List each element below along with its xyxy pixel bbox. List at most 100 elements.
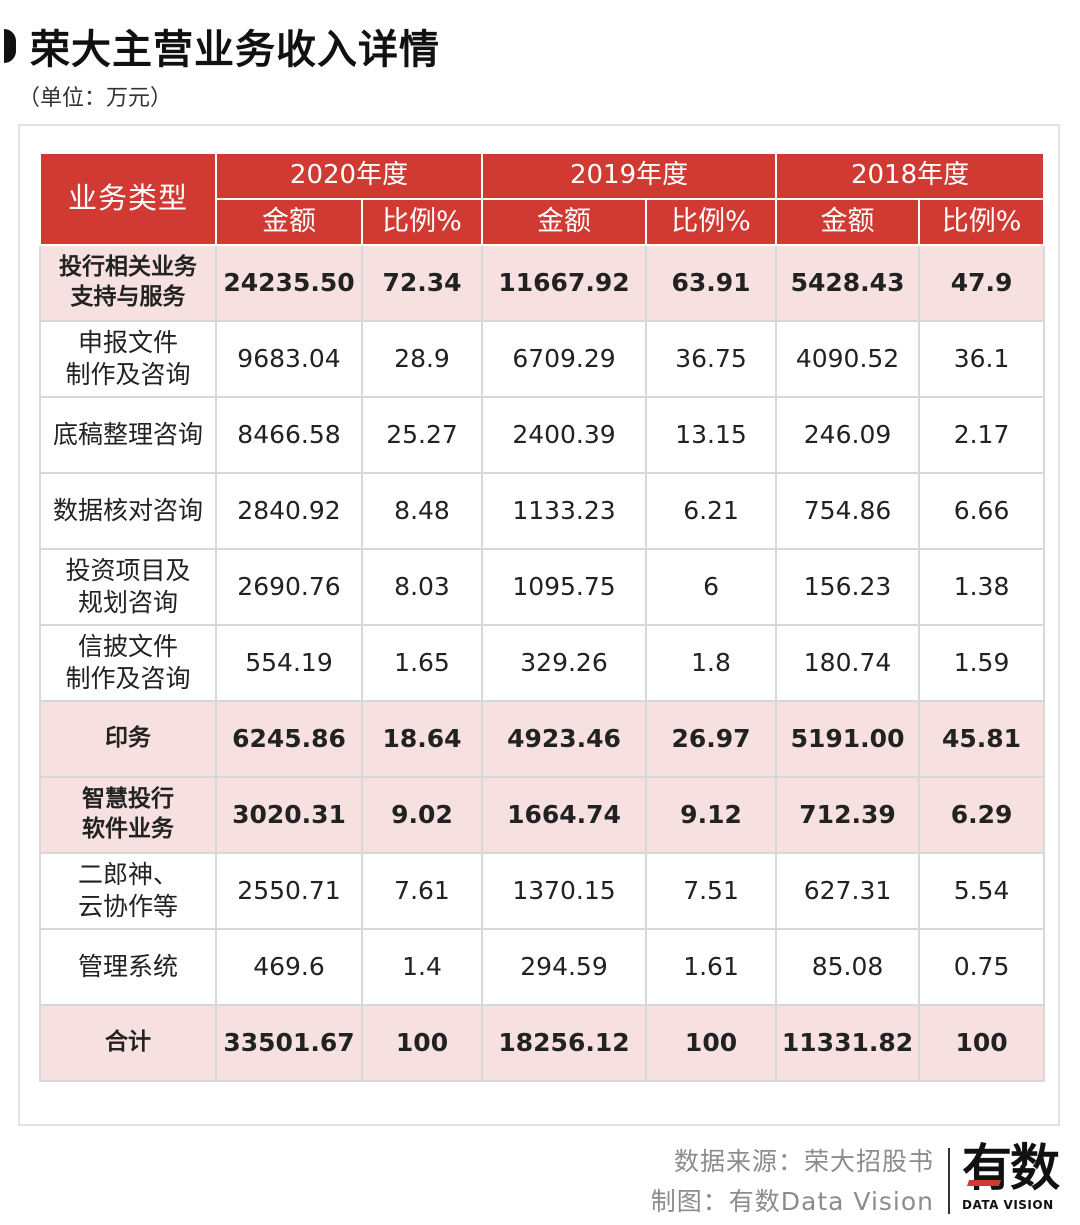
business-type-cell: 申报文件 制作及咨询: [39, 320, 217, 398]
header-year-2018: 2018年度: [775, 152, 1046, 200]
amount-cell: 712.39: [775, 776, 921, 854]
business-type-cell: 二郎神、 云协作等: [39, 852, 217, 930]
ratio-cell: 25.27: [360, 396, 484, 474]
amount-cell: 554.19: [215, 624, 363, 702]
logo-wordmark: 有数: [962, 1139, 1060, 1197]
header-amount: 金额: [775, 198, 921, 246]
amount-cell: 5428.43: [775, 244, 921, 322]
header-amount: 金额: [481, 198, 648, 246]
ratio-cell: 1.8: [645, 624, 778, 702]
amount-cell: 627.31: [775, 852, 921, 930]
header-year-2019: 2019年度: [481, 152, 778, 200]
amount-cell: 156.23: [775, 548, 921, 626]
ratio-cell: 72.34: [360, 244, 484, 322]
ratio-cell: 7.51: [645, 852, 778, 930]
business-type-label: 底稿整理咨询: [52, 419, 203, 449]
table-row: 二郎神、 云协作等 2550.71 7.61 1370.15 7.51 627.31 5.54: [39, 852, 1046, 930]
business-type-cell: 数据核对咨询: [39, 472, 217, 550]
business-type-cell: 合计: [39, 1004, 217, 1082]
amount-cell: 2550.71: [215, 852, 363, 930]
business-type-label: 制作及咨询: [65, 664, 191, 693]
table-row: 投行相关业务 支持与服务 24235.50 72.34 11667.92 63.91 542…: [39, 244, 1046, 322]
ratio-cell: 45.81: [918, 700, 1046, 778]
ratio-cell: 28.9: [360, 320, 484, 398]
ratio-cell: 7.61: [360, 852, 484, 930]
logo-accent: [966, 1180, 1002, 1186]
ratio-cell: 100: [360, 1004, 484, 1082]
ratio-cell: 100: [645, 1004, 778, 1082]
ratio-cell: 9.12: [645, 776, 778, 854]
table-row: 投资项目及 规划咨询 2690.76 8.03 1095.75 6 156.23 1.38: [39, 548, 1046, 626]
amount-cell: 2840.92: [215, 472, 363, 550]
ratio-cell: 6.21: [645, 472, 778, 550]
business-type-cell: 底稿整理咨询: [39, 396, 217, 474]
footer: 数据来源：荣大招股书 制图：有数Data Vision: [651, 1142, 934, 1222]
header-ratio: 比例%: [645, 198, 778, 246]
ratio-cell: 6: [645, 548, 778, 626]
business-type-label: 印务: [105, 725, 151, 752]
table-frame: [18, 124, 1060, 1126]
business-type-label: 管理系统: [77, 951, 178, 981]
ratio-cell: 6.66: [918, 472, 1046, 550]
ratio-cell: 36.1: [918, 320, 1046, 398]
header-year-2020: 2020年度: [214, 152, 484, 200]
business-type-label: 支持与服务: [70, 284, 186, 310]
amount-cell: 2690.76: [215, 548, 363, 626]
ratio-cell: 1.59: [918, 624, 1046, 702]
amount-cell: 4923.46: [481, 700, 648, 778]
title-marker: [4, 29, 16, 63]
amount-cell: 2400.39: [481, 396, 648, 474]
business-type-label: 合计: [105, 1029, 151, 1056]
amount-cell: 33501.67: [215, 1004, 363, 1082]
ratio-cell: 18.64: [360, 700, 484, 778]
amount-cell: 11667.92: [481, 244, 648, 322]
table-row: 申报文件 制作及咨询 9683.04 28.9 6709.29 36.75 4090.52 3…: [39, 320, 1046, 398]
business-type-label: 智慧投行: [82, 786, 174, 813]
amount-cell: 4090.52: [775, 320, 921, 398]
footer-divider: [948, 1148, 950, 1214]
amount-cell: 1095.75: [481, 548, 648, 626]
ratio-cell: 1.61: [645, 928, 778, 1006]
header-business-type: 业务类型: [39, 152, 217, 246]
amount-cell: 180.74: [775, 624, 921, 702]
revenue-table: 业务类型 2020年度 2019年度 2018年度 金额 比例% 金额 比例% …: [39, 152, 1046, 1082]
ratio-cell: 1.38: [918, 548, 1046, 626]
brand-logo: 有数 DATA VISION: [962, 1140, 1072, 1212]
ratio-cell: 6.29: [918, 776, 1046, 854]
business-type-cell: 信披文件 制作及咨询: [39, 624, 217, 702]
business-type-label: 投资项目及: [65, 555, 191, 585]
table-row: 印务 6245.86 18.64 4923.46 26.97 5191.00 45.81: [39, 700, 1046, 778]
business-type-label: 数据核对咨询: [52, 495, 203, 525]
ratio-cell: 8.03: [360, 548, 484, 626]
business-type-label: 云协作等: [77, 892, 178, 921]
ratio-cell: 13.15: [645, 396, 778, 474]
ratio-cell: 1.65: [360, 624, 484, 702]
amount-cell: 1133.23: [481, 472, 648, 550]
table-row: 合计 33501.67 100 18256.12 100 11331.82 100: [39, 1004, 1046, 1082]
ratio-cell: 2.17: [918, 396, 1046, 474]
table-row: 数据核对咨询 2840.92 8.48 1133.23 6.21 754.86 6.66: [39, 472, 1046, 550]
business-type-label: 二郎神、: [77, 859, 178, 889]
header-ratio: 比例%: [360, 198, 484, 246]
unit-label: （单位：万元）: [18, 86, 173, 111]
amount-cell: 11331.82: [775, 1004, 921, 1082]
business-type-label: 信披文件: [77, 631, 178, 661]
amount-cell: 1664.74: [481, 776, 648, 854]
amount-cell: 5191.00: [775, 700, 921, 778]
ratio-cell: 0.75: [918, 928, 1046, 1006]
business-type-label: 投行相关业务: [59, 254, 197, 281]
amount-cell: 246.09: [775, 396, 921, 474]
business-type-label: 制作及咨询: [65, 360, 191, 389]
table-row: 底稿整理咨询 8466.58 25.27 2400.39 13.15 246.09 2.17: [39, 396, 1046, 474]
title-bar: 荣大主营业务收入详情: [0, 18, 440, 74]
table-row: 管理系统 469.6 1.4 294.59 1.61 85.08 0.75: [39, 928, 1046, 1006]
ratio-cell: 36.75: [645, 320, 778, 398]
amount-cell: 294.59: [481, 928, 648, 1006]
ratio-cell: 1.4: [360, 928, 484, 1006]
logo-subtitle: DATA VISION: [962, 1198, 1054, 1212]
ratio-cell: 63.91: [645, 244, 778, 322]
amount-cell: 1370.15: [481, 852, 648, 930]
chart-credit: 制图：有数Data Vision: [650, 1187, 934, 1216]
amount-cell: 6245.86: [215, 700, 363, 778]
amount-cell: 24235.50: [215, 244, 363, 322]
